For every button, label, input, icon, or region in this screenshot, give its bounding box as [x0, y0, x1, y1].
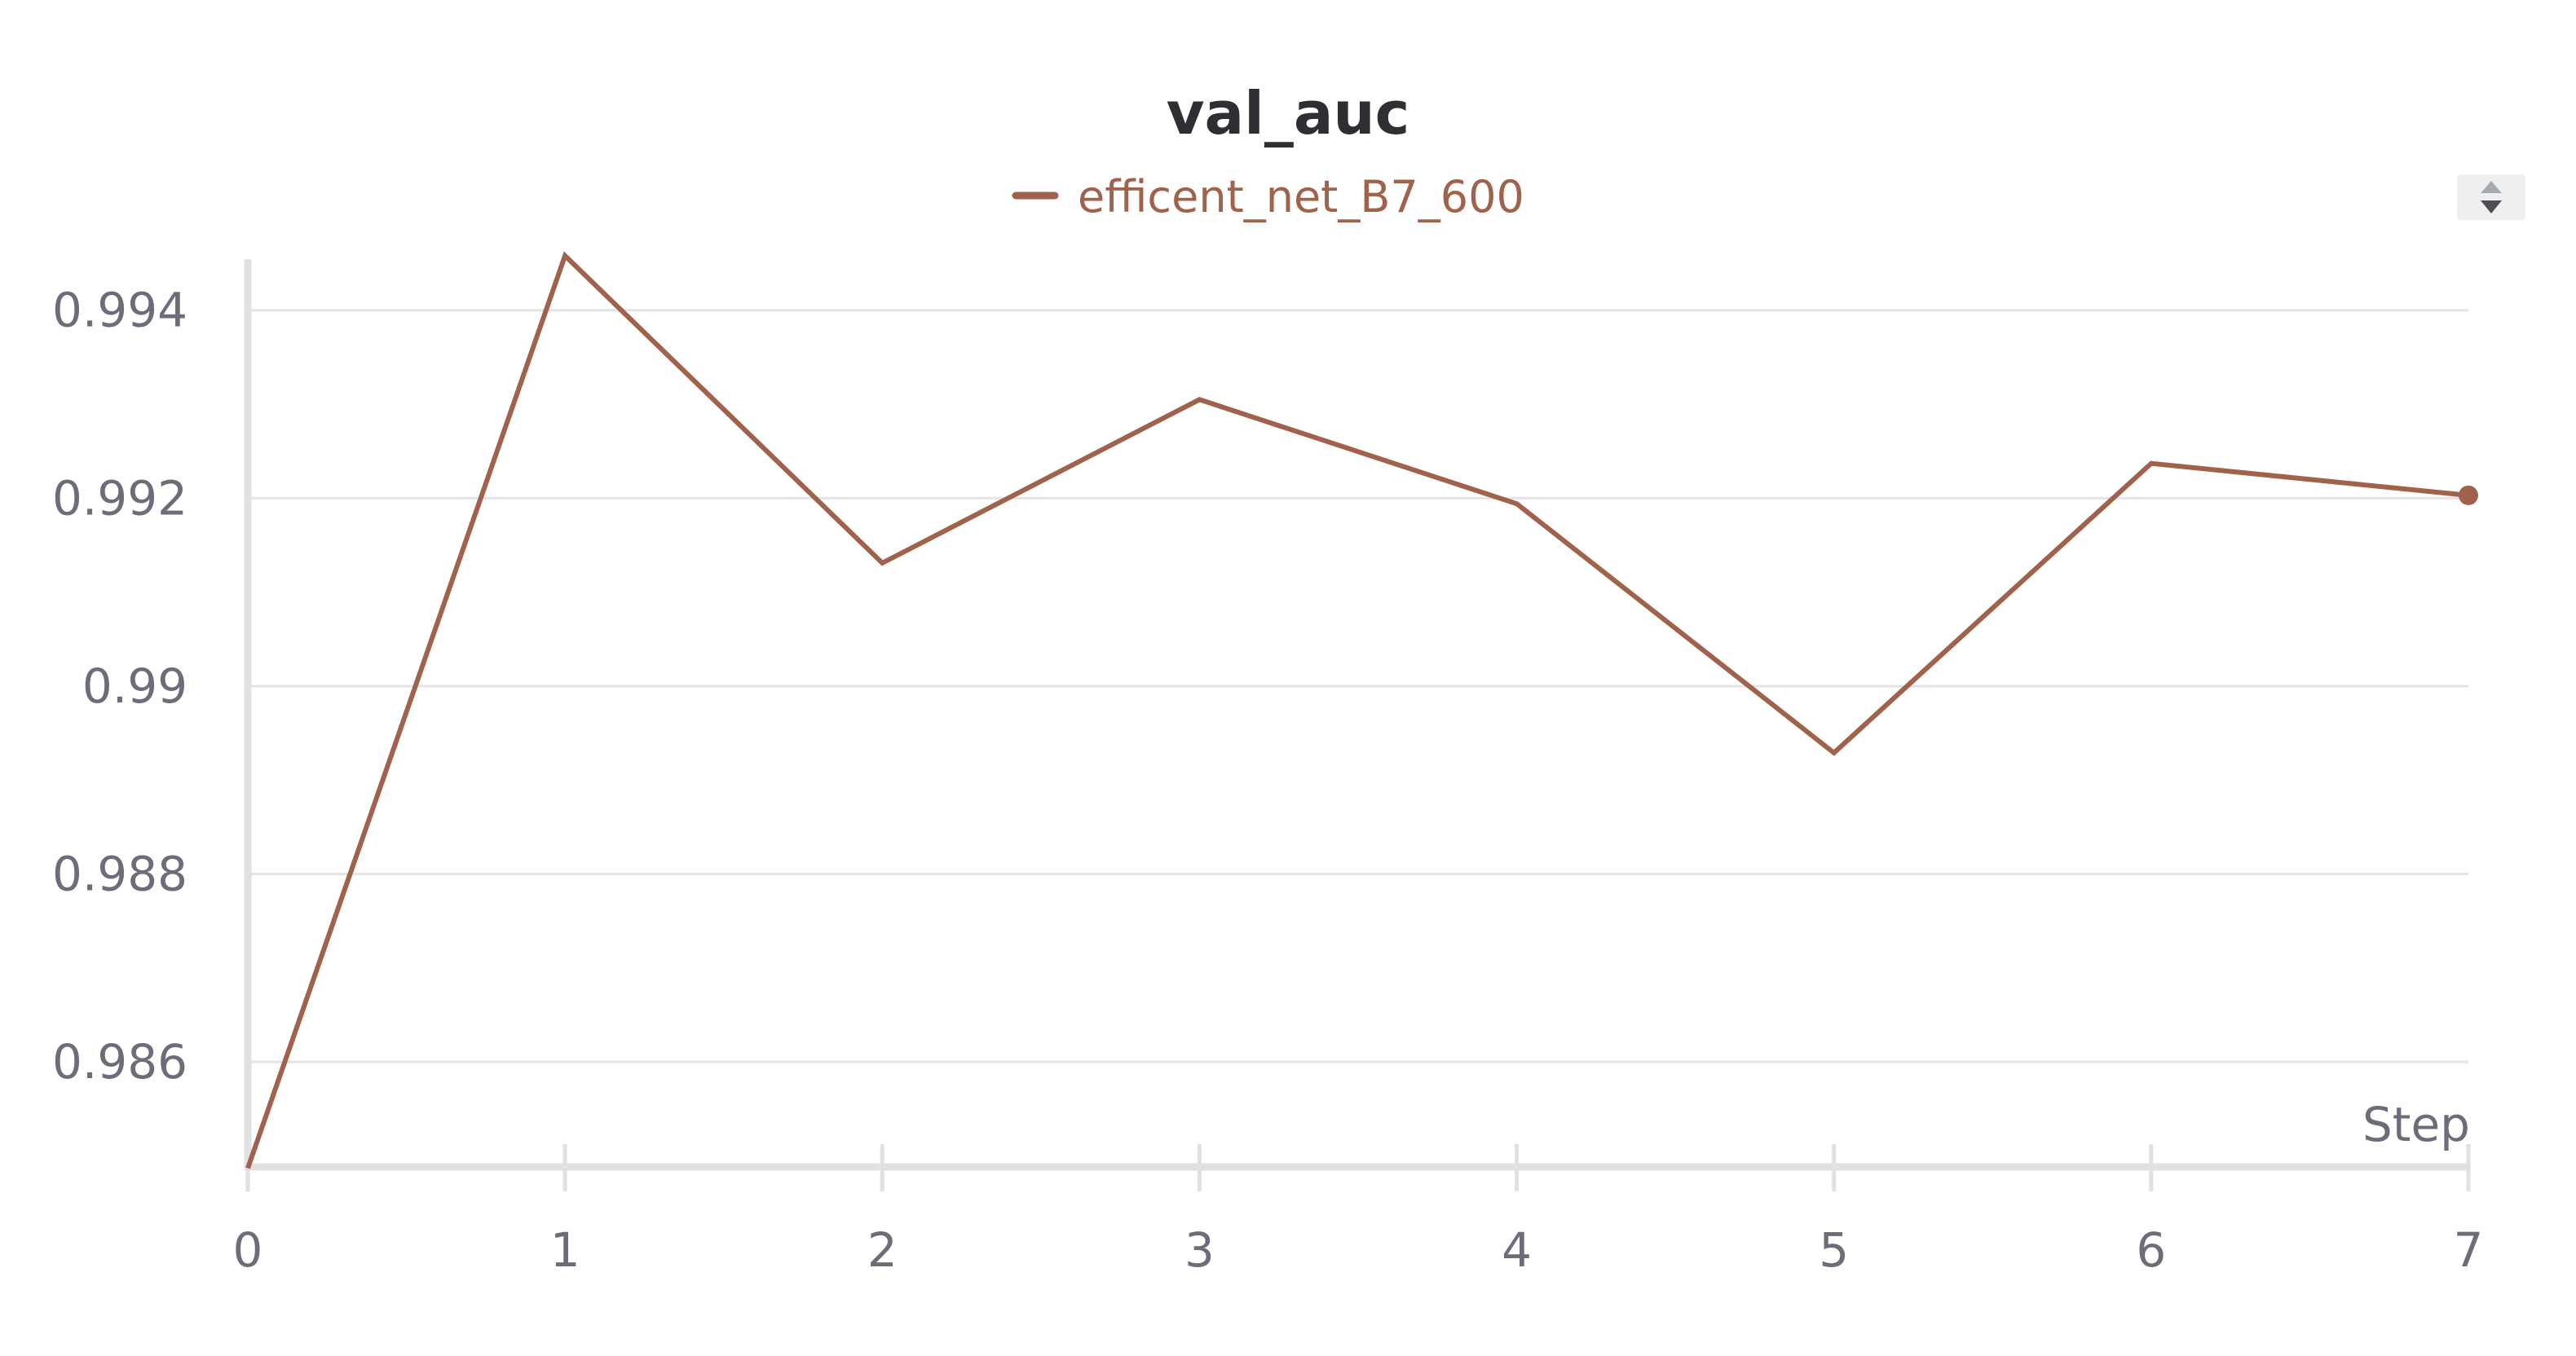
legend[interactable]: efficent_net_B7_600: [1012, 171, 1524, 222]
data-point[interactable]: [2149, 461, 2154, 466]
x-tick-label: 6: [2136, 1222, 2166, 1278]
chevron-down-icon[interactable]: [2481, 200, 2502, 214]
data-point[interactable]: [1515, 501, 1520, 506]
gridlines: [248, 309, 2468, 1063]
axes: [244, 259, 2471, 1191]
data-point[interactable]: [1197, 397, 1202, 402]
x-tick-label: 4: [1502, 1222, 1532, 1278]
legend-scroll-control[interactable]: [2457, 174, 2525, 220]
x-tick-label: 5: [1819, 1222, 1849, 1278]
series-line-efficent-net-b7-600: [245, 251, 2469, 1169]
legend-scroll-box[interactable]: [2457, 174, 2525, 220]
legend-label: efficent_net_B7_600: [1078, 171, 1524, 222]
x-tick-label: 2: [867, 1222, 898, 1278]
x-tick-label: 7: [2454, 1222, 2484, 1278]
y-tick-label: 0.988: [52, 847, 187, 902]
data-point[interactable]: [562, 253, 567, 258]
y-tick-label: 0.992: [52, 470, 187, 526]
y-tick-label: 0.986: [52, 1034, 187, 1090]
x-tick-label: 0: [233, 1222, 263, 1278]
tick-labels: 0.986 0.988 0.99 0.992 0.994 0 1 2 3 4 5 6 7: [52, 283, 2484, 1278]
data-point[interactable]: [1832, 751, 1837, 755]
x-tick-label: 1: [550, 1222, 580, 1278]
chevron-up-icon[interactable]: [2481, 181, 2502, 193]
data-point[interactable]: [880, 561, 884, 566]
data-point[interactable]: [2459, 485, 2478, 505]
y-tick-label: 0.994: [52, 283, 187, 338]
data-point[interactable]: [245, 1165, 250, 1170]
x-tick-label: 3: [1184, 1222, 1215, 1278]
y-tick-label: 0.99: [82, 658, 187, 714]
series-layer: [245, 251, 2478, 1170]
x-axis-title: Step: [2362, 1097, 2470, 1152]
chart-title: val_auc: [1167, 79, 1410, 147]
